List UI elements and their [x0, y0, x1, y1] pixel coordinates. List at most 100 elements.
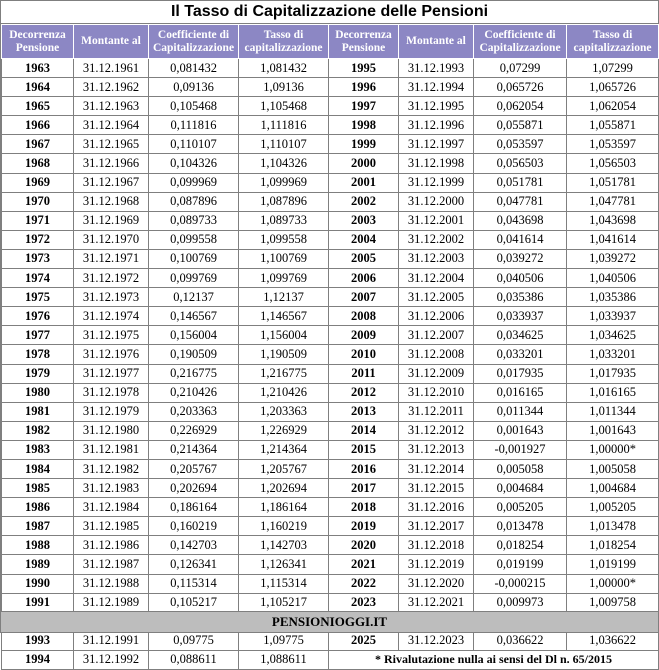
- year-cell: 1977: [1, 325, 74, 346]
- table-row: 1985 31.12.1983 0,202694 1,202694 2017 31.12.…: [1, 478, 659, 499]
- montante-cell: 31.12.1978: [73, 382, 149, 403]
- coefficiente-cell: 0,156004: [148, 325, 239, 346]
- tasso-cell: 1,105217: [238, 592, 329, 613]
- montante-cell: 31.12.1965: [73, 134, 149, 155]
- table-row: 1963 31.12.1961 0,081432 1,081432 1995 31.12.…: [1, 57, 659, 79]
- coefficiente-cell: 0,12137: [148, 287, 239, 308]
- coefficiente-cell: 0,09136: [148, 77, 239, 98]
- montante-cell: 31.12.1964: [73, 115, 149, 136]
- tasso-cell: 1,146567: [238, 306, 329, 327]
- tasso-cell: 1,186164: [238, 497, 329, 518]
- year-cell: 1984: [1, 458, 74, 480]
- montante-cell: 31.12.1971: [73, 248, 149, 270]
- tasso-cell: 1,004684: [566, 478, 659, 499]
- coefficiente-cell: 0,110107: [148, 134, 239, 155]
- year-cell: 2001: [328, 172, 399, 193]
- coefficiente-cell: 0,214364: [148, 439, 239, 460]
- year-cell: 1967: [1, 134, 74, 155]
- tasso-cell: 1,00000*: [566, 573, 659, 594]
- tasso-cell: 1,081432: [238, 57, 329, 79]
- year-cell: 2019: [328, 516, 399, 537]
- table-row: 1986 31.12.1984 0,186164 1,186164 2018 31.12.…: [1, 497, 659, 518]
- coefficiente-cell: 0,033201: [473, 344, 567, 365]
- coefficiente-cell: 0,043698: [473, 210, 567, 231]
- table-row: 1973 31.12.1971 0,100769 1,100769 2005 31.12.…: [1, 248, 659, 270]
- year-cell: 2014: [328, 420, 399, 441]
- year-cell: 1997: [328, 96, 399, 117]
- montante-cell: 31.12.1992: [73, 649, 149, 670]
- coefficiente-cell: 0,005205: [473, 497, 567, 518]
- coefficiente-cell: 0,146567: [148, 306, 239, 327]
- year-cell: 1964: [1, 77, 74, 98]
- montante-cell: 31.12.2006: [398, 306, 474, 327]
- tasso-cell: 1,099769: [238, 268, 329, 289]
- tasso-cell: 1,033937: [566, 306, 659, 327]
- table-row: 1982 31.12.1980 0,226929 1,226929 2014 31.12.…: [1, 420, 659, 441]
- year-cell: 2005: [328, 248, 399, 270]
- year-cell: 1994: [1, 649, 74, 670]
- montante-cell: 31.12.2008: [398, 344, 474, 365]
- header-tasso: Tasso di capitalizzazione: [238, 24, 329, 59]
- montante-cell: 31.12.2002: [398, 229, 474, 250]
- coefficiente-cell: 0,190509: [148, 344, 239, 365]
- header-montante: Montante al: [398, 24, 474, 59]
- coefficiente-cell: 0,088611: [148, 649, 239, 670]
- montante-cell: 31.12.1986: [73, 535, 149, 556]
- year-cell: 1965: [1, 96, 74, 117]
- tasso-cell: 1,001643: [566, 420, 659, 441]
- tasso-cell: 1,051781: [566, 172, 659, 193]
- year-cell: 2017: [328, 478, 399, 499]
- table-row: 1966 31.12.1964 0,111816 1,111816 1998 31.12.…: [1, 115, 659, 136]
- tasso-cell: 1,034625: [566, 325, 659, 346]
- year-cell: 1963: [1, 57, 74, 79]
- tasso-cell: 1,105468: [238, 96, 329, 117]
- header-decorrenza: Decorrenza Pensione: [1, 24, 74, 59]
- coefficiente-cell: 0,186164: [148, 497, 239, 518]
- header-tasso: Tasso di capitalizzazione: [566, 24, 659, 59]
- table-row: 1972 31.12.1970 0,099558 1,099558 2004 31.12.…: [1, 229, 659, 250]
- year-cell: 1972: [1, 229, 74, 250]
- table-row: 1974 31.12.1972 0,099769 1,099769 2006 31.12.…: [1, 268, 659, 289]
- year-cell: 2015: [328, 439, 399, 460]
- tasso-cell: 1,087896: [238, 191, 329, 212]
- montante-cell: 31.12.1963: [73, 96, 149, 117]
- montante-cell: 31.12.1977: [73, 363, 149, 384]
- montante-cell: 31.12.1981: [73, 439, 149, 460]
- tasso-cell: 1,226929: [238, 420, 329, 441]
- coefficiente-cell: 0,036622: [473, 630, 567, 651]
- tasso-cell: 1,039272: [566, 248, 659, 270]
- tasso-cell: 1,111816: [238, 115, 329, 136]
- montante-cell: 31.12.1983: [73, 478, 149, 499]
- montante-cell: 31.12.1993: [398, 57, 474, 79]
- montante-cell: 31.12.1980: [73, 420, 149, 441]
- year-cell: 2013: [328, 401, 399, 422]
- montante-cell: 31.12.1967: [73, 172, 149, 193]
- coefficiente-cell: 0,142703: [148, 535, 239, 556]
- tasso-cell: 1,12137: [238, 287, 329, 308]
- tasso-cell: 1,214364: [238, 439, 329, 460]
- table-row: 1975 31.12.1973 0,12137 1,12137 2007 31.12.20…: [1, 287, 659, 308]
- year-cell: 2007: [328, 287, 399, 308]
- footer-site-name: PENSIONIOGGI.IT: [1, 611, 658, 632]
- year-cell: 1988: [1, 535, 74, 556]
- year-cell: 2021: [328, 554, 399, 575]
- table-row: 1994 31.12.1992 0,088611 1,088611 * Rivaluta…: [1, 649, 659, 670]
- montante-cell: 31.12.1984: [73, 497, 149, 518]
- tasso-cell: 1,202694: [238, 478, 329, 499]
- coefficiente-cell: 0,011344: [473, 401, 567, 422]
- coefficiente-cell: 0,062054: [473, 96, 567, 117]
- tasso-cell: 1,156004: [238, 325, 329, 346]
- tasso-cell: 1,036622: [566, 630, 659, 651]
- table-row: 1967 31.12.1965 0,110107 1,110107 1999 31.12.…: [1, 134, 659, 155]
- tasso-cell: 1,005205: [566, 497, 659, 518]
- coefficiente-cell: 0,019199: [473, 554, 567, 575]
- table-header-row: Decorrenza Pensione Montante al Coeffici…: [1, 24, 659, 59]
- year-cell: 1983: [1, 439, 74, 460]
- montante-cell: 31.12.1994: [398, 77, 474, 98]
- coefficiente-cell: 0,105468: [148, 96, 239, 117]
- year-cell: 2016: [328, 458, 399, 480]
- table-row: 1984 31.12.1982 0,205767 1,205767 2016 31.12.…: [1, 458, 659, 480]
- montante-cell: 31.12.1968: [73, 191, 149, 212]
- year-cell: 1979: [1, 363, 74, 384]
- coefficiente-cell: 0,111816: [148, 115, 239, 136]
